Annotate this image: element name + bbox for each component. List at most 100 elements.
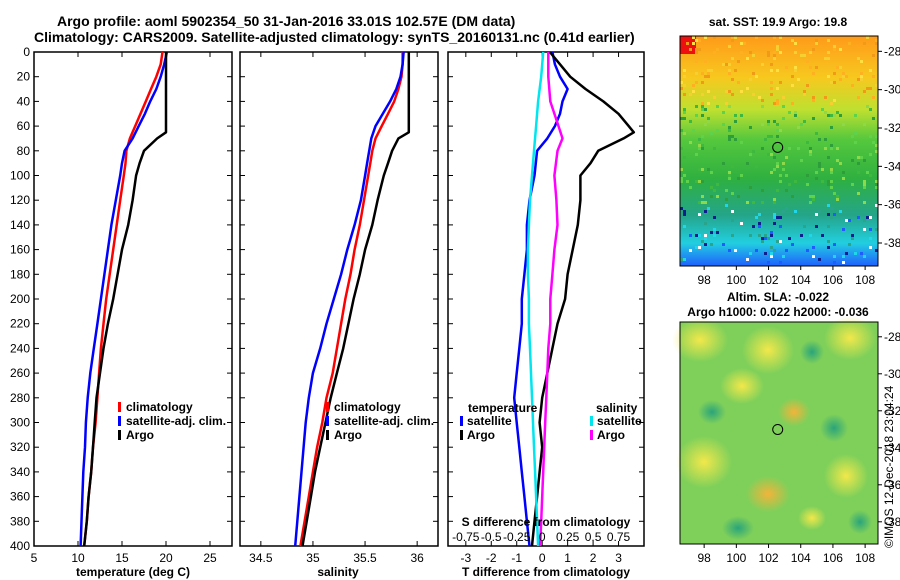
sst-pixel — [728, 174, 731, 177]
sst-pixel — [791, 102, 794, 105]
sst-pixel — [746, 258, 749, 261]
sst-pixel — [833, 192, 836, 195]
sst-lon-ticks: 98 100 102 104 106 108 — [697, 266, 875, 287]
sst-pixel — [869, 216, 872, 219]
lat-tick-label: -34 — [884, 441, 900, 455]
depth-tick-label: 320 — [10, 440, 30, 454]
sst-pixel — [815, 213, 818, 216]
sst-pixel — [776, 189, 779, 192]
sst-pixel — [791, 195, 794, 198]
sst-pixel — [797, 147, 800, 150]
sst-pixel — [875, 39, 878, 42]
x-tick-label: 34.5 — [249, 551, 273, 565]
sst-pixel — [707, 120, 710, 123]
series-line-satellite-adj-clim- — [79, 51, 169, 547]
sst-pixel — [809, 66, 812, 69]
sst-pixel — [764, 237, 767, 240]
sst-pixel — [770, 69, 773, 72]
depth-tick-label: 80 — [17, 144, 31, 158]
lon-tick-label: 98 — [697, 273, 711, 287]
sst-pixel — [788, 111, 791, 114]
sst-pixel — [842, 72, 845, 75]
sst-pixel — [809, 195, 812, 198]
legend-sal-satellite: satellite — [597, 414, 642, 428]
sst-pixel — [854, 114, 857, 117]
sla-lon-ticks: 98 100 102 104 106 108 — [697, 544, 875, 565]
sst-pixel — [767, 261, 770, 264]
legend-salinity-title: salinity — [596, 401, 638, 415]
lon-tick-label: 98 — [697, 551, 711, 565]
depth-tick-label: 200 — [10, 292, 30, 306]
sst-lat-ticks: -28 -30 -32 -34 -36 -38 — [878, 44, 900, 250]
sst-pixel — [863, 201, 866, 204]
sla-blob — [746, 476, 790, 512]
sst-pixel — [764, 234, 767, 237]
sst-pixel — [827, 183, 830, 186]
sst-pixel — [755, 249, 758, 252]
sst-pixel — [866, 36, 869, 39]
sst-pixel — [869, 228, 872, 231]
sst-pixel — [827, 204, 830, 207]
sst-pixel — [704, 75, 707, 78]
profile-location-marker — [772, 141, 784, 153]
sst-pixel — [692, 129, 695, 132]
sst-pixel — [860, 252, 863, 255]
sst-pixel — [794, 111, 797, 114]
sst-pixel — [701, 144, 704, 147]
sst-pixel — [770, 234, 773, 237]
sst-pixel — [704, 201, 707, 204]
sst-pixel — [785, 189, 788, 192]
sst-pixel — [773, 249, 776, 252]
sst-pixel — [863, 123, 866, 126]
sst-pixel — [779, 81, 782, 84]
salinity-depth-ticks — [240, 51, 438, 547]
sst-pixel — [857, 96, 860, 99]
lon-tick-label: 100 — [726, 273, 746, 287]
sst-pixel — [836, 195, 839, 198]
sst-pixel — [836, 198, 839, 201]
sst-pixel — [842, 177, 845, 180]
sst-pixel — [755, 165, 758, 168]
sst-pixel — [683, 111, 686, 114]
sst-pixel — [854, 252, 857, 255]
legend-satellite-adj: satellite-adj. clim. — [334, 414, 434, 428]
sst-pixel — [776, 129, 779, 132]
sst-pixel — [722, 243, 725, 246]
sst-pixel — [803, 120, 806, 123]
sst-pixel — [809, 150, 812, 153]
s-tick-label: 0 — [539, 530, 546, 544]
sst-pixel — [839, 114, 842, 117]
sla-map: Altim. SLA: -0.022 Argo h1000: 0.022 h20… — [672, 290, 900, 565]
sst-pixel — [863, 255, 866, 258]
sst-pixel — [704, 60, 707, 63]
sst-pixel — [782, 96, 785, 99]
sst-pixel — [833, 45, 836, 48]
series-line-salinity-argo — [538, 52, 564, 547]
sst-pixel — [779, 174, 782, 177]
sst-pixel — [728, 105, 731, 108]
legend-climatology-swatch — [118, 402, 121, 412]
sst-pixel — [773, 201, 776, 204]
sst-pixel — [746, 162, 749, 165]
sst-pixel — [707, 72, 710, 75]
sst-pixel — [869, 246, 872, 249]
sst-pixel — [815, 225, 818, 228]
sst-pixel — [770, 252, 773, 255]
sst-pixel — [827, 51, 830, 54]
legend-satellite-swatch — [326, 416, 329, 426]
sst-pixel — [707, 75, 710, 78]
sst-pixel — [710, 243, 713, 246]
sst-pixel — [869, 237, 872, 240]
sst-pixel — [728, 72, 731, 75]
x-tick-label: 10 — [71, 551, 85, 565]
sst-pixel — [833, 81, 836, 84]
sst-pixel — [758, 96, 761, 99]
sst-pixel — [848, 42, 851, 45]
sst-pixel — [767, 54, 770, 57]
sla-lat-ticks: -28 -30 -32 -34 -36 -38 — [878, 330, 900, 529]
x-tick-label: 5 — [31, 551, 38, 565]
sst-pixel — [746, 87, 749, 90]
depth-tick-label: 0 — [23, 45, 30, 59]
sst-pixel — [716, 183, 719, 186]
sst-pixel — [713, 234, 716, 237]
